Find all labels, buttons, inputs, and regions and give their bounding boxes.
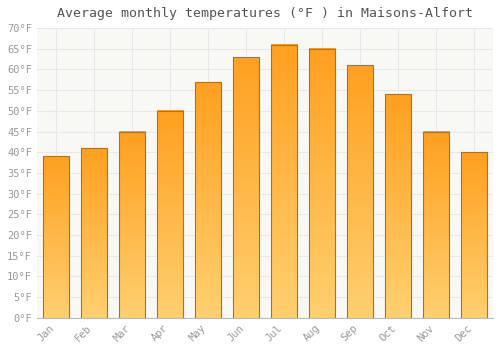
Bar <box>308 49 336 318</box>
Bar <box>422 132 450 318</box>
Bar <box>460 152 487 318</box>
Bar <box>384 94 411 318</box>
Bar <box>118 132 145 318</box>
Title: Average monthly temperatures (°F ) in Maisons-Alfort: Average monthly temperatures (°F ) in Ma… <box>57 7 473 20</box>
Bar <box>42 156 69 318</box>
Bar <box>346 65 374 318</box>
Bar <box>270 44 297 318</box>
Bar <box>232 57 259 318</box>
Bar <box>80 148 107 318</box>
Bar <box>156 111 183 318</box>
Bar <box>194 82 221 318</box>
